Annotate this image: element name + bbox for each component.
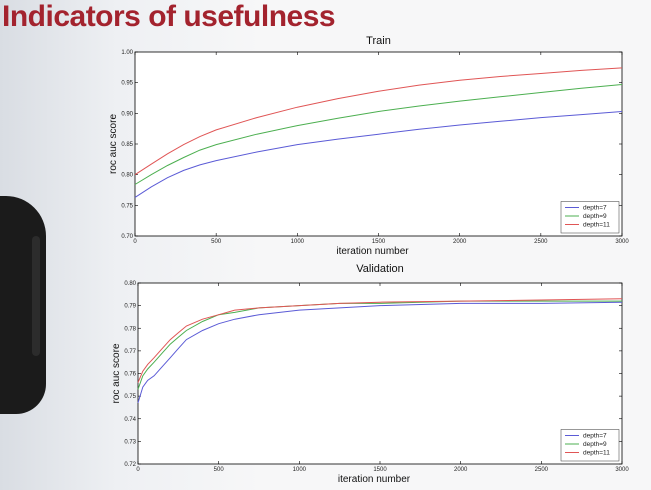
plot-area [137, 282, 623, 465]
x-tick-label: 2000 [454, 467, 468, 473]
y-axis-label: roc auc score [108, 114, 119, 174]
x-tick-label: 3000 [615, 239, 629, 245]
series-line-depth-11 [137, 298, 623, 383]
x-tick-label: 0 [133, 239, 137, 245]
slide-title: Indicators of usefulness [2, 0, 336, 33]
x-tick-label: 0 [136, 467, 140, 473]
series-line-depth-7 [134, 111, 623, 198]
chart-title: Train [366, 35, 391, 47]
y-tick-label: 0.85 [121, 142, 133, 148]
chart-0: Train 0 500 1000 1500 2000 2500 3000 0.70 0.75 0.8… [108, 35, 629, 257]
legend-box [560, 201, 620, 234]
y-tick-label: 0.79 [124, 304, 136, 310]
y-tick-label: 1.00 [121, 50, 133, 56]
y-tick-label: 0.73 [124, 439, 136, 445]
x-tick-label: 3000 [615, 467, 629, 473]
y-tick-label: 0.78 [124, 326, 136, 332]
plot-area [134, 51, 623, 237]
chart-title: Validation [356, 263, 404, 275]
x-axis-label: iteration number [338, 474, 411, 485]
legend-label: depth=11 [583, 222, 610, 229]
y-tick-label: 0.76 [124, 372, 136, 378]
y-tick-label: 0.77 [124, 349, 136, 355]
x-tick-label: 2000 [453, 239, 467, 245]
series-line-depth-9 [134, 84, 623, 185]
series-line-depth-11 [134, 67, 623, 176]
y-tick-label: 0.75 [124, 394, 136, 400]
series-line-depth-9 [137, 300, 622, 390]
legend-label: depth=7 [583, 205, 607, 212]
x-tick-label: 2500 [535, 467, 549, 473]
y-tick-label: 0.80 [124, 281, 136, 287]
x-tick-label: 1500 [372, 239, 386, 245]
y-tick-label: 0.72 [124, 462, 136, 468]
legend-label: depth=9 [583, 213, 607, 220]
x-tick-label: 1500 [373, 467, 387, 473]
x-tick-label: 1000 [291, 239, 305, 245]
y-tick-label: 0.75 [121, 203, 133, 209]
presenter-silhouette [0, 196, 46, 414]
chart-1: Validation 0 500 1000 1500 2000 2500 3000 0.72 0.… [111, 263, 629, 485]
x-axis-label: iteration number [336, 246, 409, 257]
x-tick-label: 500 [214, 467, 225, 473]
legend-label: depth=7 [583, 433, 607, 440]
series-line-depth-7 [137, 301, 623, 404]
legend-label: depth=11 [583, 450, 610, 457]
y-tick-label: 0.95 [121, 81, 133, 87]
x-tick-label: 2500 [534, 239, 548, 245]
x-tick-label: 500 [211, 239, 222, 245]
y-tick-label: 0.74 [124, 417, 136, 423]
legend-box [560, 429, 620, 462]
y-tick-label: 0.70 [121, 234, 133, 240]
y-tick-label: 0.80 [121, 173, 133, 179]
y-tick-label: 0.90 [121, 111, 133, 117]
y-axis-label: roc auc score [111, 343, 122, 403]
x-tick-label: 1000 [293, 467, 307, 473]
legend-label: depth=9 [583, 441, 607, 448]
